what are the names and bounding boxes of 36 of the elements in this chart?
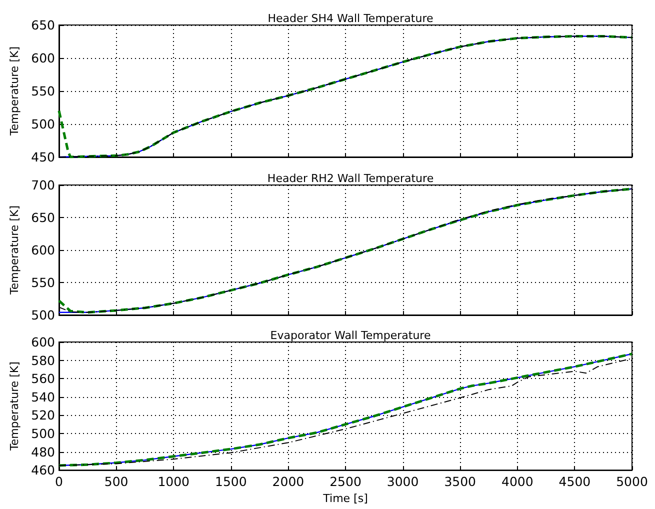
chart-title: Evaporator Wall Temperature bbox=[270, 329, 431, 342]
y-tick-label: 600 bbox=[31, 334, 56, 350]
chart-title: Header SH4 Wall Temperature bbox=[268, 12, 434, 25]
y-axis-title: Temperature [K] bbox=[8, 362, 22, 452]
y-tick-label: 460 bbox=[31, 462, 56, 478]
y-tick-label: 650 bbox=[31, 18, 56, 32]
y-axis-title: Temperature [K] bbox=[8, 46, 22, 136]
y-tick-label: 560 bbox=[31, 371, 56, 386]
x-tick-label: 4000 bbox=[501, 474, 534, 490]
y-tick-label: 500 bbox=[31, 426, 56, 441]
x-tick-label: 500 bbox=[104, 474, 128, 490]
x-tick-label: 1500 bbox=[214, 474, 247, 490]
y-tick-label: 520 bbox=[31, 408, 56, 423]
y-tick-label: 480 bbox=[31, 444, 56, 460]
x-axis-title: Time [s] bbox=[322, 492, 368, 505]
y-tick-label: 450 bbox=[31, 150, 56, 164]
y-tick-label: 650 bbox=[31, 210, 56, 225]
y-tick-label: 580 bbox=[31, 352, 56, 368]
y-axis-title: Temperature [K] bbox=[8, 206, 22, 296]
y-tick-label: 550 bbox=[31, 84, 56, 98]
y-tick-label: 540 bbox=[31, 389, 56, 404]
x-tick-label: 5000 bbox=[616, 474, 648, 490]
y-tick-label: 500 bbox=[31, 308, 56, 322]
x-tick-label: 0 bbox=[55, 474, 64, 490]
y-tick-label: 550 bbox=[31, 275, 56, 290]
x-tick-label: 3500 bbox=[444, 474, 476, 490]
chart-title: Header RH2 Wall Temperature bbox=[267, 172, 434, 185]
y-tick-label: 500 bbox=[31, 116, 56, 132]
x-tick-label: 1000 bbox=[158, 474, 190, 490]
y-tick-label: 600 bbox=[31, 50, 56, 66]
x-tick-label: 2000 bbox=[272, 474, 304, 490]
y-tick-label: 600 bbox=[31, 242, 56, 258]
y-tick-label: 700 bbox=[31, 178, 56, 192]
x-tick-label: 4500 bbox=[558, 474, 591, 490]
x-tick-label: 3000 bbox=[386, 474, 419, 490]
x-tick-label: 2500 bbox=[330, 474, 362, 490]
